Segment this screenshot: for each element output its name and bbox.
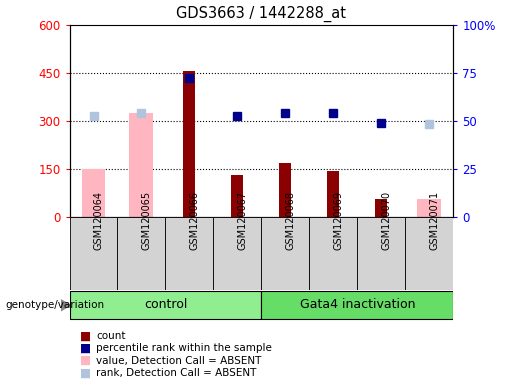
Text: value, Detection Call = ABSENT: value, Detection Call = ABSENT	[96, 356, 262, 366]
Text: ■: ■	[80, 329, 91, 343]
Bar	[165, 217, 213, 290]
Bar	[310, 217, 357, 290]
Bar	[357, 217, 405, 290]
Polygon shape	[61, 300, 70, 311]
Text: GSM120067: GSM120067	[237, 191, 247, 250]
Bar	[70, 291, 261, 319]
Bar	[328, 170, 339, 217]
Bar	[213, 217, 261, 290]
Bar	[81, 169, 106, 217]
Bar	[417, 199, 441, 217]
Bar	[117, 217, 165, 290]
Bar	[261, 291, 453, 319]
Text: rank, Detection Call = ABSENT: rank, Detection Call = ABSENT	[96, 368, 256, 378]
Text: GSM120071: GSM120071	[429, 191, 439, 250]
Text: count: count	[96, 331, 126, 341]
Bar	[405, 217, 453, 290]
Text: control: control	[144, 298, 187, 311]
Bar	[231, 175, 244, 217]
Bar	[70, 217, 117, 290]
Text: percentile rank within the sample: percentile rank within the sample	[96, 343, 272, 353]
Text: GSM120068: GSM120068	[285, 191, 295, 250]
Bar	[183, 71, 195, 217]
Text: GSM120066: GSM120066	[190, 191, 199, 250]
Text: ■: ■	[80, 366, 91, 379]
Text: ■: ■	[80, 354, 91, 367]
Title: GDS3663 / 1442288_at: GDS3663 / 1442288_at	[176, 6, 347, 22]
Bar	[261, 217, 310, 290]
Text: GSM120065: GSM120065	[142, 191, 151, 250]
Bar	[279, 162, 291, 217]
Text: genotype/variation: genotype/variation	[5, 300, 104, 310]
Text: GSM120069: GSM120069	[333, 191, 344, 250]
Text: GSM120070: GSM120070	[381, 191, 391, 250]
Bar	[129, 113, 153, 217]
Bar	[375, 199, 387, 217]
Text: Gata4 inactivation: Gata4 inactivation	[300, 298, 415, 311]
Text: ■: ■	[80, 342, 91, 355]
Text: GSM120064: GSM120064	[94, 191, 104, 250]
